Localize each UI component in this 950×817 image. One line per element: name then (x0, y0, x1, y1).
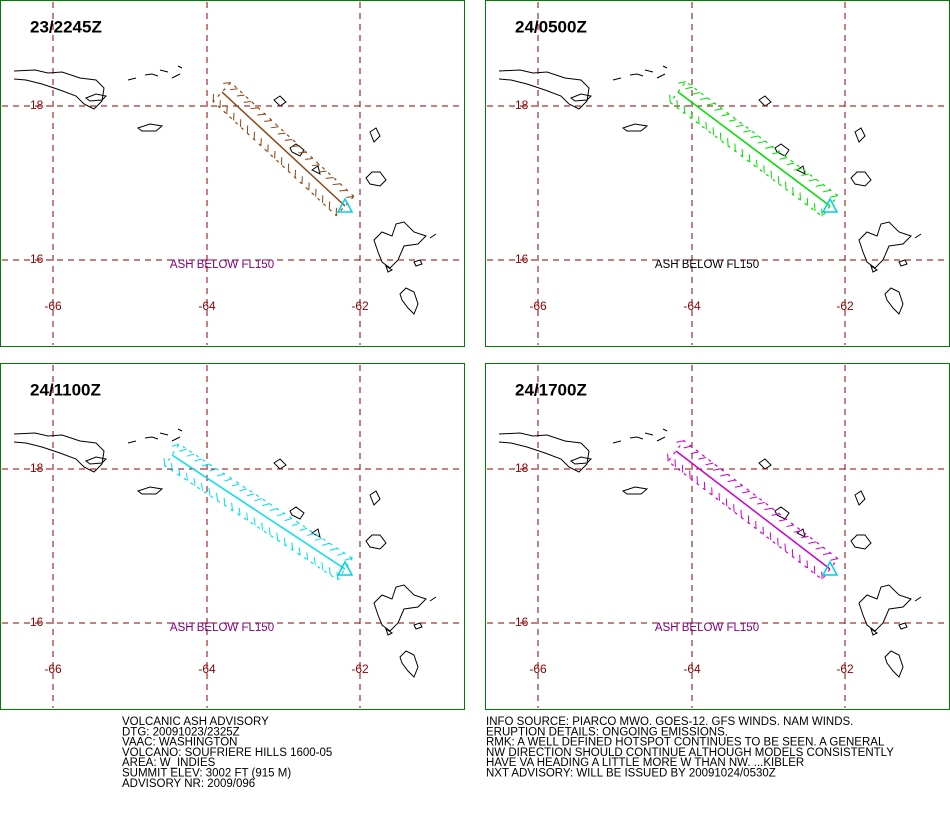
panel-frame (486, 1, 950, 347)
lon-label: -62 (836, 299, 854, 313)
lon-label: -64 (683, 299, 701, 313)
advisory-line: NXT ADVISORY: WILL BE ISSUED BY 20091024… (486, 768, 776, 780)
lon-label: -64 (198, 662, 216, 676)
lon-label: -66 (44, 299, 62, 313)
map-panel: -66 -64 -62 18 16 23/2245Z ASH BELOW FL150 (1, 1, 465, 347)
lon-label: -66 (529, 662, 547, 676)
ash-note: ASH BELOW FL150 (655, 259, 759, 271)
lat-label: 16 (30, 615, 44, 629)
lon-label: -62 (836, 662, 854, 676)
panel-frame (1, 1, 465, 347)
valid-time: 24/1100Z (30, 380, 101, 399)
lon-label: -64 (198, 299, 216, 313)
valid-time: 24/0500Z (515, 17, 587, 36)
lat-label: 18 (515, 461, 529, 475)
lat-label: 18 (30, 461, 44, 475)
lat-label: 18 (515, 98, 529, 112)
map-panel: -66 -64 -62 18 16 24/1700Z ASH BELOW FL150 (486, 364, 950, 710)
panel-frame (1, 364, 465, 710)
lon-label: -66 (529, 299, 547, 313)
valid-time: 24/1700Z (515, 380, 587, 399)
lat-label: 16 (515, 615, 529, 629)
ash-note: ASH BELOW FL150 (170, 259, 274, 271)
valid-time: 23/2245Z (30, 17, 102, 36)
advisory-line: ADVISORY NR: 2009/096 (122, 778, 255, 790)
lon-label: -62 (351, 299, 369, 313)
ash-note: ASH BELOW FL150 (170, 622, 274, 634)
panel-frame (486, 364, 950, 710)
lon-label: -64 (683, 662, 701, 676)
map-panel: -66 -64 -62 18 16 24/1100Z ASH BELOW FL150 (1, 364, 465, 710)
lat-label: 16 (30, 252, 44, 266)
lon-label: -62 (351, 662, 369, 676)
lon-label: -66 (44, 662, 62, 676)
ash-note: ASH BELOW FL150 (655, 622, 759, 634)
map-panel: -66 -64 -62 18 16 24/0500Z ASH BELOW FL150 (486, 1, 950, 347)
lat-label: 16 (515, 252, 529, 266)
lat-label: 18 (30, 98, 44, 112)
